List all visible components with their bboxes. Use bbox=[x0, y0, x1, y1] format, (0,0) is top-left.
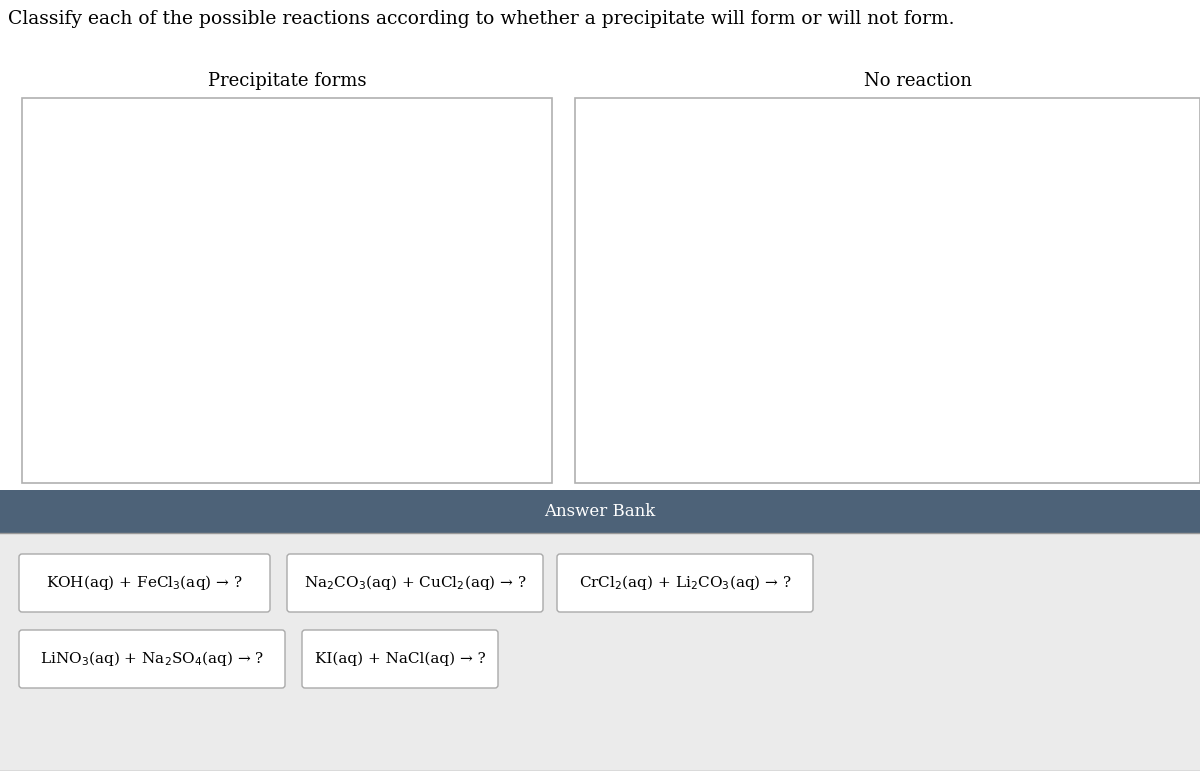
FancyBboxPatch shape bbox=[22, 98, 552, 483]
Text: Answer Bank: Answer Bank bbox=[545, 503, 655, 520]
Text: LiNO$_3$(aq) + Na$_2$SO$_4$(aq) → ?: LiNO$_3$(aq) + Na$_2$SO$_4$(aq) → ? bbox=[40, 649, 264, 668]
Text: Precipitate forms: Precipitate forms bbox=[208, 72, 366, 90]
FancyBboxPatch shape bbox=[0, 533, 1200, 771]
Text: CrCl$_2$(aq) + Li$_2$CO$_3$(aq) → ?: CrCl$_2$(aq) + Li$_2$CO$_3$(aq) → ? bbox=[578, 574, 791, 592]
FancyBboxPatch shape bbox=[575, 98, 1200, 483]
Text: No reaction: No reaction bbox=[864, 72, 972, 90]
FancyBboxPatch shape bbox=[0, 490, 1200, 533]
Text: KOH(aq) + FeCl$_3$(aq) → ?: KOH(aq) + FeCl$_3$(aq) → ? bbox=[47, 574, 242, 592]
FancyBboxPatch shape bbox=[19, 630, 286, 688]
Text: Classify each of the possible reactions according to whether a precipitate will : Classify each of the possible reactions … bbox=[8, 10, 954, 28]
Text: KI(aq) + NaCl(aq) → ?: KI(aq) + NaCl(aq) → ? bbox=[314, 651, 485, 666]
FancyBboxPatch shape bbox=[302, 630, 498, 688]
FancyBboxPatch shape bbox=[19, 554, 270, 612]
FancyBboxPatch shape bbox=[557, 554, 814, 612]
FancyBboxPatch shape bbox=[287, 554, 542, 612]
Text: Na$_2$CO$_3$(aq) + CuCl$_2$(aq) → ?: Na$_2$CO$_3$(aq) + CuCl$_2$(aq) → ? bbox=[304, 574, 527, 592]
